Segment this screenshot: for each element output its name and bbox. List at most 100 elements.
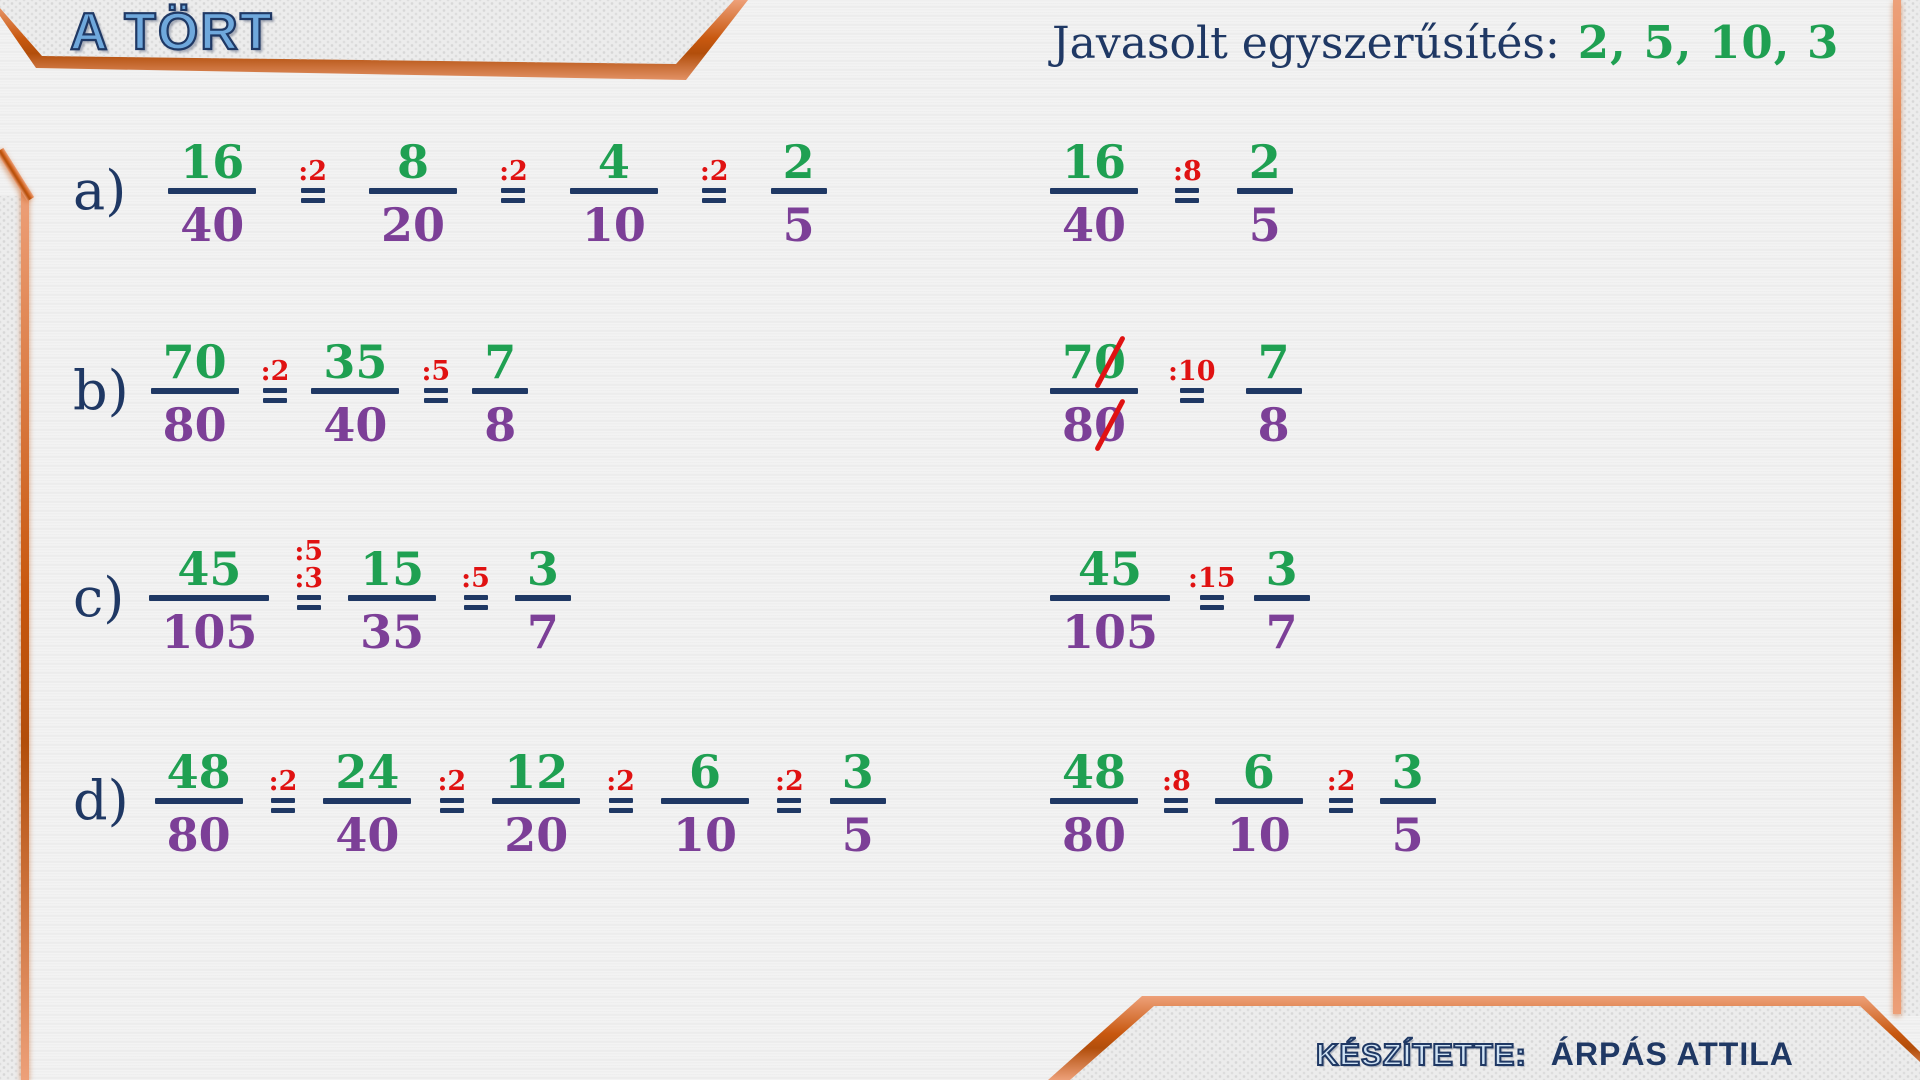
fraction-bar bbox=[1050, 188, 1139, 194]
fraction-bar bbox=[1050, 798, 1139, 804]
fraction-denominator: 10 bbox=[1226, 808, 1291, 862]
fraction-denominator: 7 bbox=[526, 605, 559, 659]
footer-author: ÁRPÁS ATTILA bbox=[1550, 1036, 1794, 1072]
equals-sign bbox=[1179, 388, 1204, 403]
slide-title: A TÖRT bbox=[69, 2, 274, 62]
fraction-bar bbox=[1050, 595, 1171, 601]
fraction-numerator: 45 bbox=[177, 542, 242, 596]
fraction: 12 20 bbox=[492, 739, 581, 862]
fraction-bar bbox=[323, 798, 412, 804]
divisor-label: :10 bbox=[1168, 356, 1216, 387]
equals-sign bbox=[608, 798, 633, 813]
fraction-denominator: 105 bbox=[161, 605, 258, 659]
fraction-denominator: 8 bbox=[484, 398, 517, 452]
fraction-numerator: 3 bbox=[1265, 542, 1298, 596]
fraction-numerator: 45 bbox=[1078, 542, 1143, 596]
fraction-denominator: 20 bbox=[504, 808, 569, 862]
left-border-line bbox=[21, 190, 29, 1080]
fraction-bar bbox=[168, 188, 257, 194]
fraction-denominator: 80 bbox=[1062, 808, 1127, 862]
fraction-bar bbox=[1379, 798, 1436, 804]
fraction: 45 105 bbox=[149, 536, 270, 659]
equals-sign bbox=[501, 188, 526, 203]
fraction: 48 80 bbox=[1050, 739, 1139, 862]
exercise-row: a) 16 40:2 8 20:2 4 10:2 2 5 16 40:8 2 5 bbox=[0, 129, 1920, 252]
fraction: 8 20 bbox=[369, 129, 458, 252]
footer-band-fill bbox=[1070, 1006, 1920, 1080]
division-step: :2 bbox=[437, 739, 466, 813]
fraction-bar bbox=[569, 188, 658, 194]
footer-label: KÉSZÍTETTE: bbox=[1315, 1036, 1527, 1073]
fraction-bar bbox=[311, 388, 400, 394]
division-step: :2 bbox=[499, 129, 528, 203]
division-step: :2 bbox=[298, 129, 327, 203]
fraction: 4 10 bbox=[569, 129, 658, 252]
fraction-numerator: 7 bbox=[1257, 335, 1290, 389]
footer-band: KÉSZÍTETTE: ÁRPÁS ATTILA bbox=[1040, 996, 1920, 1080]
direct-simplification-group: 7 0 8 0:10 7 8 bbox=[1050, 329, 1302, 452]
slashed-zero: 0 bbox=[1094, 335, 1127, 389]
division-step: :5 bbox=[461, 536, 490, 610]
row-label: a) bbox=[73, 159, 127, 222]
fraction-bar bbox=[150, 388, 239, 394]
equals-sign bbox=[1175, 188, 1200, 203]
fraction: 48 80 bbox=[154, 739, 243, 862]
fraction-numerator: 2 bbox=[1248, 135, 1281, 189]
fraction-denominator: 5 bbox=[782, 198, 815, 252]
divisor-labels: :2 bbox=[437, 739, 466, 795]
divisor-labels: :15 bbox=[1188, 536, 1236, 592]
direct-simplification-group: 45 105:15 3 7 bbox=[1050, 536, 1310, 659]
fraction: 15 35 bbox=[348, 536, 437, 659]
fraction-denominator: 5 bbox=[1391, 808, 1424, 862]
fraction-denominator: 5 bbox=[841, 808, 874, 862]
fraction-bar bbox=[829, 798, 886, 804]
fraction-numerator: 24 bbox=[335, 745, 400, 799]
divisor-label: :5 bbox=[461, 563, 490, 594]
division-step: :2 bbox=[269, 739, 297, 813]
divisor-labels: :2 bbox=[1327, 739, 1356, 795]
direct-simplification-group: 16 40:8 2 5 bbox=[1050, 129, 1293, 252]
equals-sign bbox=[296, 595, 321, 610]
divisor-label: :2 bbox=[260, 356, 290, 387]
fraction-bar bbox=[770, 188, 827, 194]
divisor-label: :2 bbox=[1326, 766, 1356, 797]
fraction-denominator: 80 bbox=[162, 398, 227, 452]
divisor-label: :15 bbox=[1188, 563, 1236, 594]
fraction: 6 10 bbox=[1214, 739, 1303, 862]
fraction-numerator: 48 bbox=[1062, 745, 1127, 799]
fraction-denominator: 40 bbox=[180, 198, 245, 252]
fraction-numerator: 16 bbox=[180, 135, 245, 189]
equals-sign bbox=[1199, 595, 1224, 610]
fraction-numerator: 16 bbox=[1062, 135, 1127, 189]
division-step: :15 bbox=[1188, 536, 1236, 610]
fraction-denominator: 35 bbox=[360, 605, 425, 659]
divisor-label: :2 bbox=[499, 156, 528, 187]
division-step: :2 bbox=[700, 129, 729, 203]
fraction-denominator: 7 bbox=[1265, 605, 1298, 659]
fraction-bar bbox=[1245, 388, 1302, 394]
step-by-step-group: c) 45 105:5:3 15 35:5 3 7 bbox=[73, 536, 571, 659]
step-by-step-group: b) 70 80:2 35 40:5 7 8 bbox=[73, 329, 529, 452]
fraction-bar bbox=[660, 798, 749, 804]
fraction-numerator: 15 bbox=[360, 542, 425, 596]
exercise-row: c) 45 105:5:3 15 35:5 3 7 45 105:15 3 7 bbox=[0, 536, 1920, 659]
fraction: 16 40 bbox=[168, 129, 257, 252]
fraction-bar bbox=[492, 798, 581, 804]
row-label: c) bbox=[73, 566, 125, 629]
suggestion-label: Javasolt egyszerűsítés: bbox=[1052, 18, 1560, 69]
divisor-labels: :5 bbox=[421, 329, 450, 385]
divisor-labels: :2 bbox=[700, 129, 729, 185]
step-by-step-group: a) 16 40:2 8 20:2 4 10:2 2 5 bbox=[73, 129, 827, 252]
equals-sign bbox=[1164, 798, 1189, 813]
suggestion-header: Javasolt egyszerűsítés: 2, 5, 10, 3 bbox=[1052, 16, 1839, 69]
fraction-numerator: 6 bbox=[688, 745, 721, 799]
division-step: :2 bbox=[1327, 739, 1356, 813]
fraction-numerator: 2 bbox=[782, 135, 815, 189]
divisor-labels: :2 bbox=[606, 739, 635, 795]
divisor-label: :2 bbox=[699, 156, 729, 187]
divisor-label: :5 bbox=[294, 536, 324, 567]
